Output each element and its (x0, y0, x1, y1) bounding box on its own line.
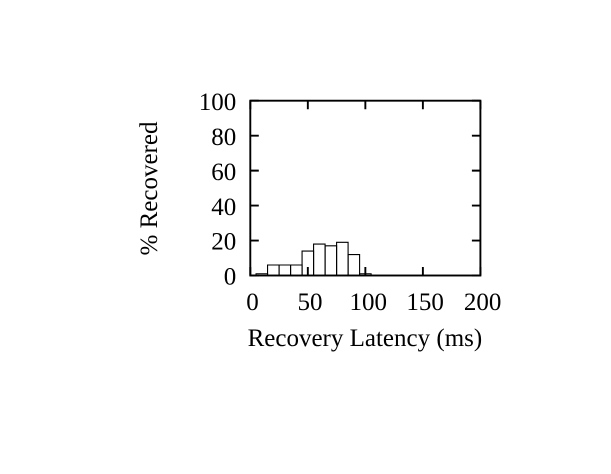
svg-text:40: 40 (211, 194, 236, 221)
svg-text:60: 60 (211, 159, 236, 186)
svg-text:% Recovered: % Recovered (136, 121, 163, 255)
svg-text:150: 150 (406, 289, 444, 316)
svg-text:80: 80 (211, 124, 236, 151)
svg-text:0: 0 (246, 289, 259, 316)
svg-text:0: 0 (224, 264, 237, 291)
svg-text:20: 20 (211, 229, 236, 256)
svg-text:50: 50 (298, 289, 323, 316)
svg-text:200: 200 (464, 289, 502, 316)
svg-text:Recovery Latency (ms): Recovery Latency (ms) (248, 325, 483, 352)
svg-text:100: 100 (199, 89, 237, 116)
svg-text:100: 100 (350, 289, 388, 316)
